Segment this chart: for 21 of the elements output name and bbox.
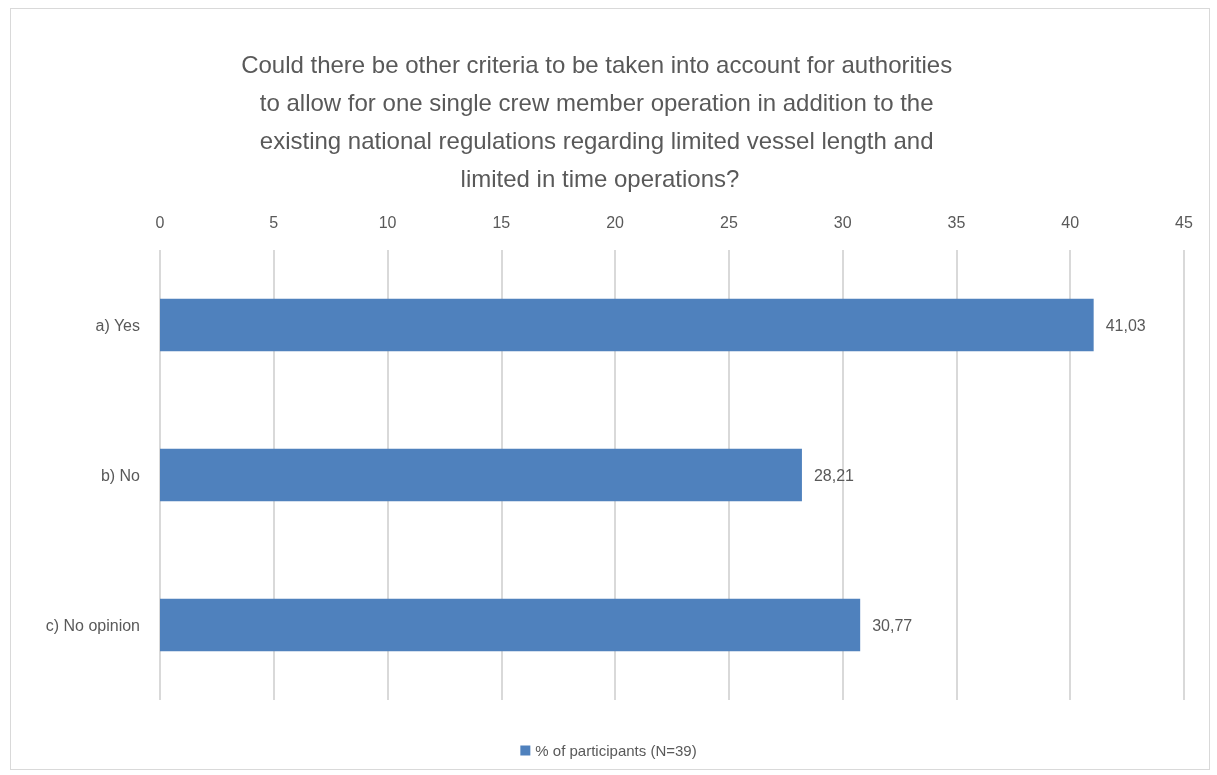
chart-title: Could there be other criteria to be taken into account for authorities to allow for one single crew member operation in addition to the existing national regulations regarding limited vessel length and limited in time operations? (241, 50, 959, 192)
y-tick-label: b) No (100, 466, 141, 484)
data-label: 30,77 (872, 616, 913, 634)
x-tick-label: 15 (492, 213, 511, 231)
x-tick-label: 30 (833, 213, 852, 231)
bar (160, 598, 861, 652)
data-label: 41,03 (1105, 316, 1146, 334)
bar (160, 298, 1094, 352)
data-label: 28,21 (813, 466, 855, 484)
x-tick-label: 5 (269, 213, 279, 231)
x-tick-label: 45 (1175, 213, 1193, 231)
x-tick-label: 25 (719, 213, 738, 231)
y-tick-label: c) No opinion (45, 616, 140, 634)
legend-label: % of participants (N=39) (535, 742, 697, 759)
y-tick-label: a) Yes (95, 316, 140, 334)
x-tick-label: 10 (378, 213, 397, 231)
bar (160, 448, 802, 502)
x-tick-label: 35 (947, 213, 966, 231)
x-tick-label: 40 (1061, 213, 1080, 231)
x-tick-label: 0 (155, 213, 165, 231)
x-tick-label: 20 (606, 213, 625, 231)
